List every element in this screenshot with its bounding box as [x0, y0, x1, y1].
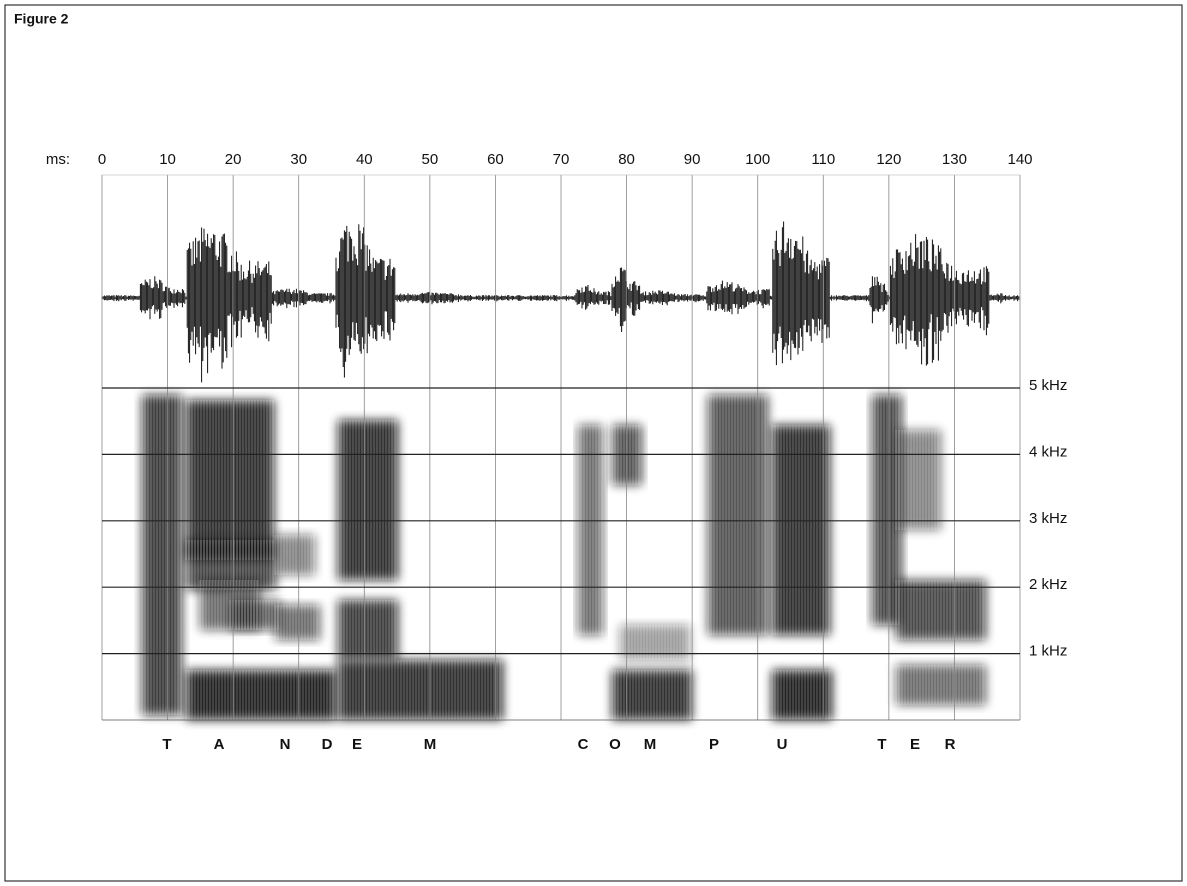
figure: Figure 2 ms: 0 10 20 30 40 50 60 70 80 90 100 110 12…: [0, 0, 1187, 886]
time-tick-label: 50: [422, 151, 439, 168]
phoneme-letter: M: [644, 736, 657, 753]
phoneme-letter: T: [877, 736, 886, 753]
spectral-blob: [338, 660, 503, 720]
time-tick-label: 60: [487, 151, 504, 168]
phoneme-letter: E: [352, 736, 362, 753]
phoneme-letter: A: [214, 736, 225, 753]
spectrogram: [142, 395, 986, 720]
time-tick-label: 10: [159, 151, 176, 168]
time-tick-label: 90: [684, 151, 701, 168]
time-tick-label: 40: [356, 151, 373, 168]
spectral-blob: [275, 605, 320, 640]
phoneme-letter: E: [910, 736, 920, 753]
phoneme-letter: N: [280, 736, 291, 753]
frequency-tick-label: 3 kHz: [1029, 510, 1067, 527]
time-tick-label: 120: [876, 151, 901, 168]
page: Figure 2 ms: 0 10 20 30 40 50 60 70 80 90 100 110 12…: [0, 0, 1187, 886]
spectral-blob: [620, 625, 690, 660]
time-axis-label: ms:: [46, 151, 70, 168]
time-tick-label: 100: [745, 151, 770, 168]
spectral-blob: [230, 600, 280, 630]
time-tick-label: 140: [1007, 151, 1032, 168]
phoneme-letter: U: [777, 736, 788, 753]
frequency-tick-label: 5 kHz: [1029, 377, 1067, 394]
time-tick-label: 20: [225, 151, 242, 168]
frequency-tick-label: 2 kHz: [1029, 576, 1067, 593]
phoneme-letter: T: [162, 736, 171, 753]
phoneme-letter: P: [709, 736, 719, 753]
time-tick-label: 80: [618, 151, 635, 168]
figure-label: Figure 2: [14, 11, 69, 27]
phoneme-letter: D: [322, 736, 333, 753]
frequency-tick-label: 4 kHz: [1029, 443, 1067, 460]
phoneme-letter: C: [578, 736, 589, 753]
waveform-trace: [102, 222, 1019, 383]
time-tick-label: 0: [98, 151, 106, 168]
phoneme-letter: R: [945, 736, 956, 753]
waveform: [102, 222, 1019, 383]
time-tick-label: 130: [942, 151, 967, 168]
phoneme-letter: O: [609, 736, 621, 753]
time-tick-label: 110: [811, 151, 835, 168]
phoneme-letter: M: [424, 736, 437, 753]
frequency-tick-label: 1 kHz: [1029, 643, 1067, 660]
time-tick-label: 70: [553, 151, 570, 168]
time-tick-label: 30: [290, 151, 307, 168]
spectral-blob: [896, 430, 941, 530]
